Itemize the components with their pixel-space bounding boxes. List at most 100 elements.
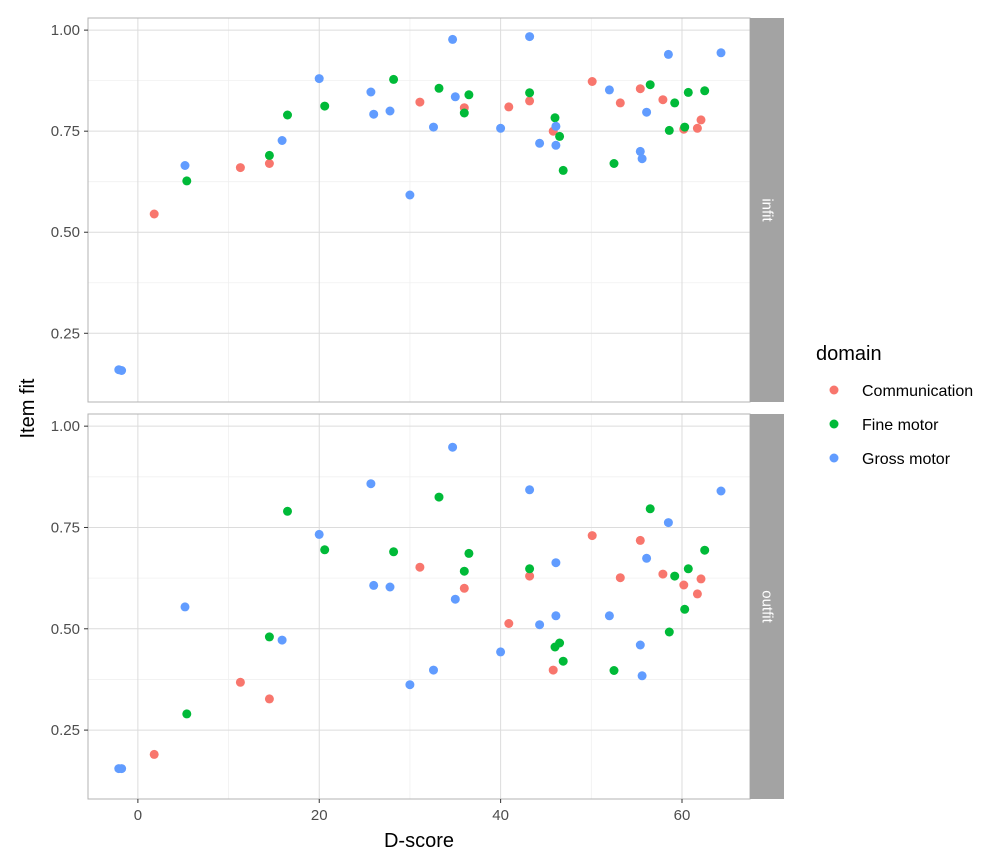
data-point	[450, 594, 460, 604]
data-point	[645, 80, 655, 90]
legend-key	[829, 419, 839, 429]
data-point	[180, 161, 190, 170]
data-point	[496, 647, 506, 657]
data-point	[663, 49, 673, 59]
data-point	[464, 548, 474, 558]
data-point	[235, 163, 245, 173]
facet-strip-outfit	[750, 414, 784, 799]
data-point	[558, 656, 568, 666]
x-tick-label: 20	[311, 807, 328, 824]
data-point	[389, 74, 399, 84]
data-point	[525, 96, 535, 106]
panel-background-outfit	[88, 414, 750, 799]
data-point	[615, 573, 625, 583]
data-point	[504, 102, 514, 112]
data-point	[680, 604, 690, 614]
data-point	[635, 146, 645, 156]
y-tick-label: 0.50	[51, 224, 80, 241]
data-point	[642, 107, 652, 117]
legend-label: Communication	[862, 383, 973, 400]
legend-title: domain	[816, 343, 882, 365]
data-point	[366, 479, 376, 489]
legend-key	[829, 453, 839, 463]
data-point	[180, 602, 190, 612]
data-point	[525, 485, 535, 495]
facet-label-outfit: outfit	[759, 590, 776, 623]
data-point	[459, 566, 469, 576]
data-point	[385, 106, 395, 116]
data-point	[664, 627, 674, 637]
data-point	[277, 136, 287, 145]
legend-label: Gross motor	[862, 451, 951, 468]
data-point	[366, 87, 376, 97]
data-point	[504, 619, 514, 628]
data-point	[663, 518, 673, 528]
y-axis-title: Item fit	[17, 378, 39, 438]
x-axis-title: D-score	[384, 830, 454, 852]
data-point	[448, 34, 458, 44]
data-point	[680, 122, 690, 132]
data-point	[683, 564, 693, 574]
data-point	[635, 535, 645, 545]
data-point	[551, 121, 561, 131]
data-point	[264, 632, 274, 642]
data-point	[692, 123, 702, 133]
data-point	[535, 138, 545, 148]
data-point	[696, 574, 706, 584]
data-point	[548, 665, 558, 675]
y-tick-label: 1.00	[51, 22, 80, 39]
data-point	[149, 749, 159, 759]
data-point	[235, 677, 245, 687]
data-point	[609, 666, 619, 675]
data-point	[587, 77, 597, 86]
facet-strip-infit	[750, 18, 784, 402]
data-point	[645, 504, 655, 514]
data-point	[459, 108, 469, 118]
data-point	[117, 366, 127, 375]
data-point	[555, 638, 565, 648]
data-point	[264, 150, 274, 160]
data-point	[149, 209, 159, 219]
y-tick-label: 0.50	[51, 621, 80, 638]
data-point	[415, 562, 425, 572]
x-tick-label: 0	[134, 807, 142, 824]
data-point	[429, 122, 438, 132]
data-point	[535, 620, 545, 630]
y-tick-label: 1.00	[51, 418, 80, 435]
data-point	[525, 564, 535, 574]
data-point	[637, 671, 647, 681]
data-point	[604, 611, 614, 621]
data-point	[464, 90, 474, 100]
data-point	[320, 545, 330, 555]
data-point	[283, 506, 292, 516]
data-point	[369, 109, 379, 119]
data-point	[558, 165, 568, 175]
data-point	[264, 159, 274, 168]
data-point	[182, 176, 192, 186]
facet-label-infit: infit	[759, 198, 776, 222]
data-point	[664, 125, 674, 135]
data-point	[551, 611, 561, 621]
y-tick-label: 0.25	[51, 722, 80, 739]
data-point	[642, 553, 652, 563]
data-point	[405, 190, 415, 200]
data-point	[429, 665, 438, 675]
data-point	[525, 88, 535, 98]
data-point	[434, 83, 444, 93]
data-point	[283, 110, 292, 120]
data-point	[320, 101, 330, 111]
data-point	[369, 580, 379, 590]
data-point	[635, 640, 645, 650]
data-point	[450, 92, 460, 102]
data-point	[389, 547, 399, 557]
data-point	[525, 32, 535, 42]
data-point	[637, 154, 647, 164]
data-point	[385, 582, 395, 592]
data-point	[405, 680, 415, 690]
data-point	[683, 87, 693, 97]
y-tick-label: 0.75	[51, 519, 80, 536]
data-point	[182, 709, 192, 719]
data-point	[550, 113, 560, 123]
data-point	[415, 97, 425, 107]
